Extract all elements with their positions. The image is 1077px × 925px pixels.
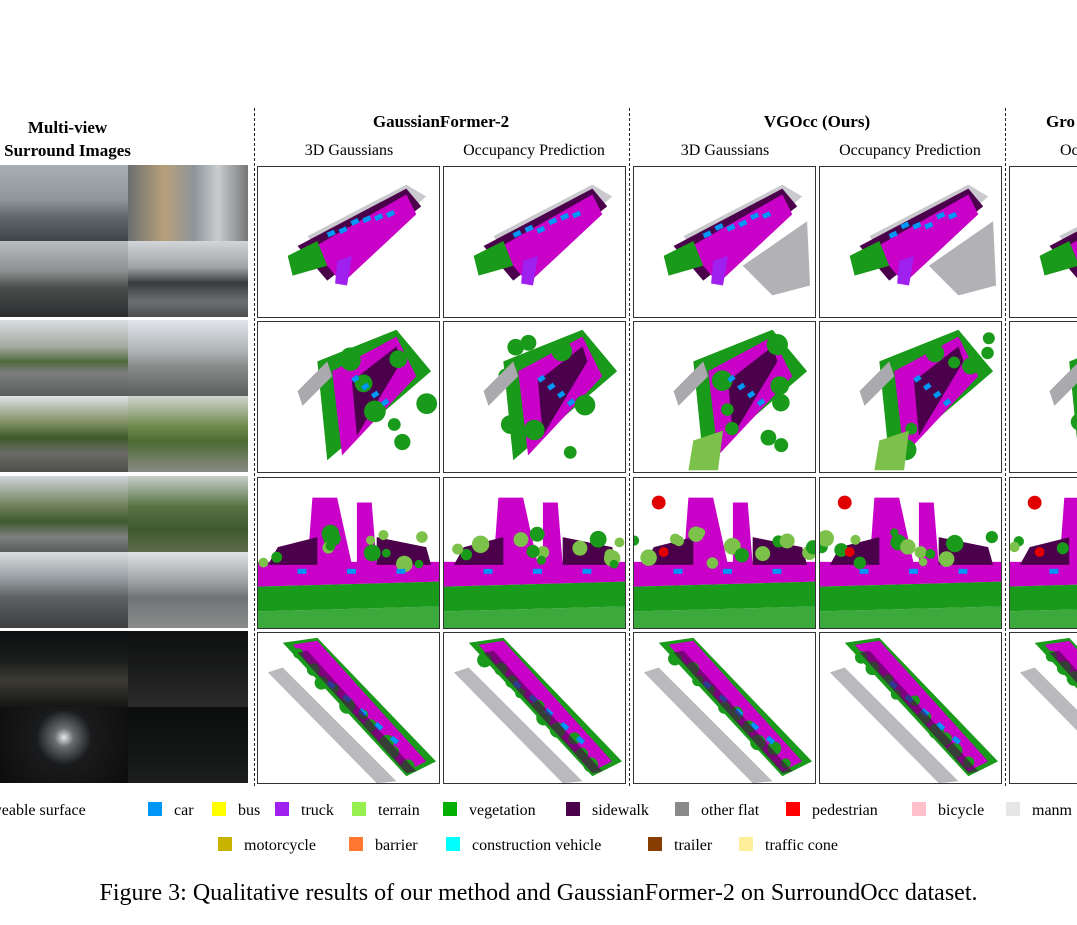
legend-item-terrain: terrain: [352, 802, 420, 820]
legend-item-car: car: [148, 802, 194, 820]
multiview-header: Multi-view Surround Images: [0, 116, 135, 162]
legend-label: bus: [238, 802, 261, 819]
vgocc-gaussians-row-1: [633, 166, 816, 318]
legend-swatch: [1006, 802, 1020, 816]
vgocc-gaussians-row-2: [633, 321, 816, 473]
gf2-occupancy-row-2: [443, 321, 626, 473]
legend-item-bicycle: bicycle: [912, 802, 984, 820]
legend-label: sidewalk: [592, 802, 649, 819]
legend-swatch: [446, 837, 460, 851]
vgocc-header: VGOcc (Ours): [763, 112, 871, 131]
ground-truth-header: Gro: [1046, 112, 1075, 131]
legend-label: vegetation: [469, 802, 536, 819]
gt-occupancy-subheader: Oc: [1060, 142, 1077, 159]
legend-label: terrain: [378, 802, 420, 819]
legend-swatch: [912, 802, 926, 816]
legend-swatch: [786, 802, 800, 816]
legend-item-motorcycle: motorcycle: [218, 837, 316, 855]
vgocc-gaussians-row-4: [633, 632, 816, 784]
multiview-header-line1: Multi-view: [27, 118, 108, 137]
legend-swatch: [739, 837, 753, 851]
gf2-gaussians-row-3: [257, 477, 440, 629]
gt-occupancy-row-2: [1009, 321, 1077, 473]
gf2-gaussians-row-2: [257, 321, 440, 473]
legend-swatch: [275, 802, 289, 816]
legend-label: trailer: [674, 837, 713, 854]
legend-item-driveable-surface: driveable surface: [0, 802, 86, 820]
legend-swatch: [349, 837, 363, 851]
vgocc-occupancy-row-4: [819, 632, 1002, 784]
separator-3: [1005, 108, 1006, 786]
legend-label: driveable surface: [0, 802, 86, 819]
legend-swatch: [218, 837, 232, 851]
legend-label: car: [174, 802, 194, 819]
legend-label: manm: [1032, 802, 1072, 819]
gf2-occupancy-subheader: Occupancy Prediction: [463, 142, 605, 159]
gt-occupancy-row-3: [1009, 477, 1077, 629]
legend-item-pedestrian: pedestrian: [786, 802, 878, 820]
surround-images-row-3: [0, 476, 248, 628]
figure-caption: Figure 3: Qualitative results of our met…: [99, 880, 978, 906]
legend-label: motorcycle: [244, 837, 316, 854]
gt-occupancy-row-1: [1009, 166, 1077, 318]
legend-item-manm: manm: [1006, 802, 1072, 820]
legend-item-trailer: trailer: [648, 837, 712, 855]
gaussianformer2-header: GaussianFormer-2: [372, 112, 510, 131]
gt-occupancy-row-4: [1009, 632, 1077, 784]
legend-swatch: [352, 802, 366, 816]
legend-item-vegetation: vegetation: [443, 802, 536, 820]
surround-images-row-1: [0, 165, 248, 317]
gf2-occupancy-row-1: [443, 166, 626, 318]
legend-label: pedestrian: [812, 802, 878, 819]
gf2-gaussians-row-1: [257, 166, 440, 318]
vgocc-occupancy-row-1: [819, 166, 1002, 318]
vgocc-occupancy-row-2: [819, 321, 1002, 473]
legend-item-barrier: barrier: [349, 837, 418, 855]
legend-label: traffic cone: [765, 837, 838, 854]
legend-label: barrier: [375, 837, 418, 854]
legend-label: bicycle: [938, 802, 985, 819]
separator-2: [629, 108, 630, 786]
legend-swatch: [443, 802, 457, 816]
legend-item-other-flat: other flat: [675, 802, 759, 820]
legend-label: other flat: [701, 802, 760, 819]
legend-swatch: [648, 837, 662, 851]
multiview-header-line2: Surround Images: [4, 141, 131, 160]
vgocc-occupancy-row-3: [819, 477, 1002, 629]
legend-swatch: [212, 802, 226, 816]
gf2-gaussians-row-4: [257, 632, 440, 784]
legend-item-traffic-cone: traffic cone: [739, 837, 838, 855]
separator-1: [254, 108, 255, 786]
gf2-occupancy-row-4: [443, 632, 626, 784]
legend-label: truck: [301, 802, 334, 819]
legend-item-truck: truck: [275, 802, 334, 820]
legend-swatch: [566, 802, 580, 816]
legend-item-construction-vehicle: construction vehicle: [446, 837, 601, 855]
legend-item-bus: bus: [212, 802, 260, 820]
vgocc-gaussians-row-3: [633, 477, 816, 629]
vgocc-gaussians-subheader: 3D Gaussians: [680, 142, 770, 159]
legend-label: construction vehicle: [472, 837, 602, 854]
legend-swatch: [148, 802, 162, 816]
vgocc-occupancy-subheader: Occupancy Prediction: [839, 142, 981, 159]
gf2-occupancy-row-3: [443, 477, 626, 629]
legend-item-sidewalk: sidewalk: [566, 802, 649, 820]
legend-swatch: [675, 802, 689, 816]
gf2-gaussians-subheader: 3D Gaussians: [304, 142, 394, 159]
surround-images-row-4: [0, 631, 248, 783]
surround-images-row-2: [0, 320, 248, 472]
